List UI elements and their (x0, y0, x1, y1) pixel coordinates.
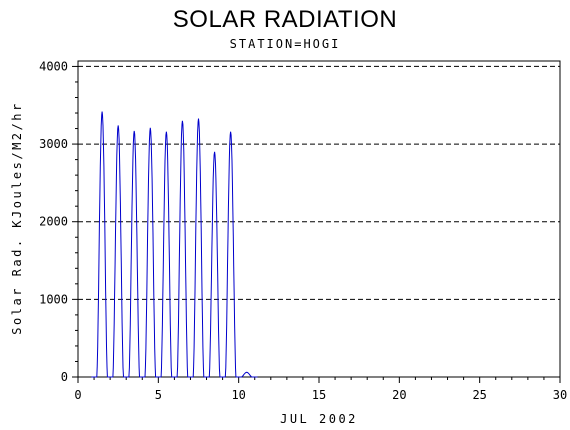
plot-frame (77, 60, 561, 378)
series-layer (91, 111, 258, 378)
daily-curve-day-8 (208, 151, 221, 378)
y-tick-label: 1000 (39, 292, 68, 306)
daily-curve-day-9 (224, 131, 237, 378)
daily-curve-day-1 (96, 111, 108, 378)
daily-curve-day-7 (192, 118, 205, 378)
x-tick-label: 25 (472, 388, 486, 402)
x-tick-label: 30 (553, 388, 567, 402)
daily-curve-day-4 (144, 127, 157, 378)
daily-curve-day-5 (160, 131, 173, 378)
x-axis-label: JUL 2002 (280, 412, 358, 426)
daily-curve-day-2 (112, 125, 124, 378)
daily-curve-day-6 (176, 120, 189, 378)
axes-layer: 0 1000 2000 3000 4000 0 5 10 15 20 25 30 (39, 59, 567, 402)
y-tick-label: 3000 (39, 137, 68, 151)
y-tick-label: 0 (61, 370, 68, 384)
daily-curve-day-3 (128, 130, 140, 378)
x-tick-label: 0 (74, 388, 81, 402)
chart-subtitle: STATION=HOGI (229, 37, 341, 51)
x-tick-label: 20 (392, 388, 406, 402)
y-tick-label: 4000 (39, 59, 68, 73)
y-axis-label: Solar Rad. KJoules/M2/hr (10, 101, 24, 334)
chart-title: SOLAR RADIATION (172, 6, 398, 33)
x-tick-label: 5 (155, 388, 162, 402)
grid-layer (78, 65, 560, 378)
daily-curve-day-10 (241, 371, 253, 378)
x-tick-label: 10 (231, 388, 245, 402)
x-tick-label: 15 (312, 388, 326, 402)
y-tick-label: 2000 (39, 215, 68, 229)
